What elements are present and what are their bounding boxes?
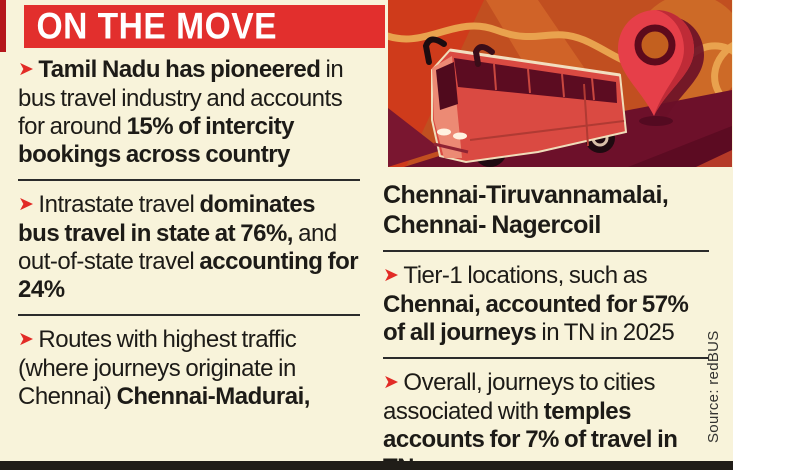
bus-icon (422, 36, 628, 167)
routes-continued: Chennai-Tiruvannamalai, Chennai- Nagerco… (383, 180, 713, 240)
bullet-arrow-icon: ➤ (383, 371, 399, 393)
bullet-arrow-icon: ➤ (18, 193, 34, 215)
divider (383, 250, 709, 252)
bullet-highest-traffic-routes: ➤ Routes with highest traffic (where jour… (18, 326, 360, 411)
bullet-arrow-icon: ➤ (383, 264, 399, 286)
bullet-intrastate-travel: ➤ Intrastate travel dominates bus travel … (18, 191, 360, 304)
bullet-text: Intrastate travel (38, 191, 200, 218)
road-corner (696, 150, 732, 167)
bullet-text: temples accounts for 7% of travel in TN (383, 398, 678, 470)
bullet-arrow-icon: ➤ (18, 58, 34, 80)
dark-wedge (388, 108, 442, 167)
bullet-text: Tamil Nadu has pioneered (38, 56, 326, 83)
page-title: ON THE MOVE (36, 5, 277, 47)
bullet-tamil-nadu-pioneered: ➤ Tamil Nadu has pioneered in bus travel … (18, 56, 360, 169)
bullet-arrow-icon: ➤ (18, 328, 34, 350)
map-pin-icon (618, 10, 704, 126)
title-banner: ON THE MOVE (24, 5, 385, 48)
bullet-text: and out-of-state travel (18, 220, 337, 275)
divider (18, 179, 360, 181)
road-shadow (628, 126, 732, 167)
bullet-text: Overall, journeys to cities associated w… (383, 369, 656, 425)
bullet-text: in TN in 2025 (541, 319, 675, 346)
bullet-temple-journeys: ➤ Overall, journeys to cities associated … (383, 369, 713, 470)
bullet-text: Chennai-Madurai, (116, 383, 311, 410)
left-red-tab (0, 0, 6, 52)
bullet-text: Routes with highest traffic (where journ… (18, 326, 297, 410)
source-credit: Source: redBUS (705, 330, 722, 443)
route-line1: Chennai-Tiruvannamalai, (383, 181, 669, 209)
bus-illustration (388, 0, 732, 167)
right-column: Chennai-Tiruvannamalai, Chennai- Nagerco… (383, 180, 713, 470)
bullet-tier1-locations: ➤ Tier-1 locations, such as Chennai, acco… (383, 262, 713, 347)
bullet-text: 15% of intercity bookings across country (18, 113, 294, 168)
bullet-text: Tier-1 locations, such as (403, 262, 648, 289)
divider (18, 314, 360, 316)
bullet-text: accounting for 24% (18, 248, 359, 303)
divider (383, 357, 709, 359)
bullet-text: dominates bus travel in state at 76%, (18, 191, 316, 247)
left-column: ➤ Tamil Nadu has pioneered in bus travel … (18, 56, 360, 411)
route-line2: Chennai- Nagercoil (383, 211, 601, 239)
bottom-black-bar (0, 461, 733, 470)
bullet-text: Chennai, accounted for 57% of all journe… (383, 291, 689, 346)
bus-route-pin-illustration-svg (388, 0, 732, 167)
bullet-text: in bus travel industry and accounts for … (18, 56, 344, 140)
route-line (388, 22, 732, 71)
